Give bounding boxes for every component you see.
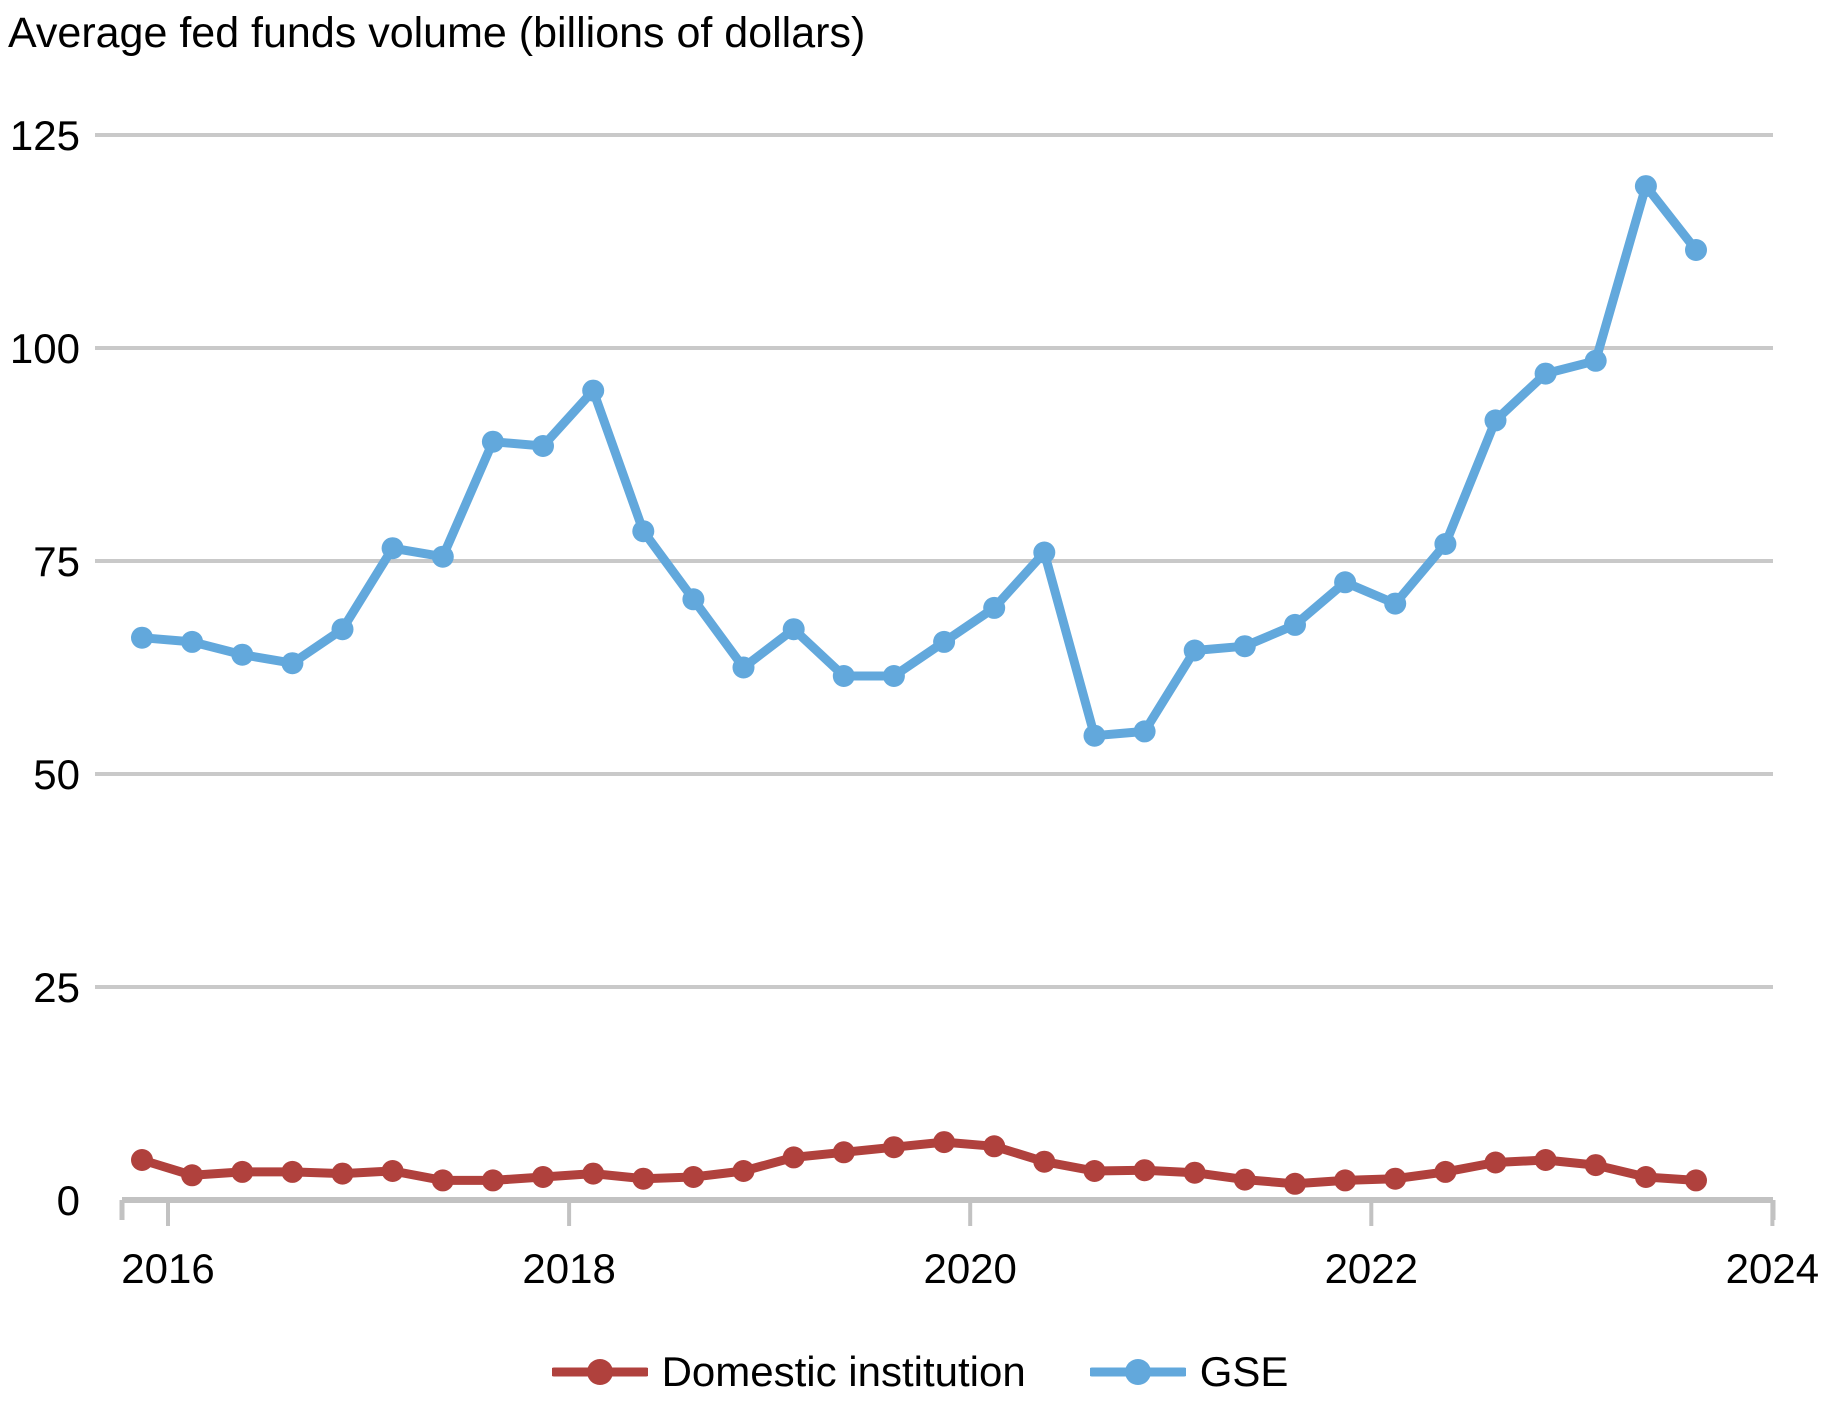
legend-item-domestic: Domestic institution xyxy=(551,1348,1026,1395)
domestic-institution-point xyxy=(832,1141,855,1164)
domestic-institution-point xyxy=(1133,1159,1156,1182)
gse-point xyxy=(1133,720,1156,743)
line-chart: Average fed funds volume (billions of do… xyxy=(8,9,1819,1292)
domestic-institution-point xyxy=(281,1160,304,1183)
domestic-institution-point xyxy=(331,1162,354,1185)
domestic-institution-point xyxy=(181,1164,204,1187)
domestic-institution-point xyxy=(1384,1167,1407,1190)
y-tick-label: 125 xyxy=(10,112,80,159)
domestic-line-marker-icon xyxy=(551,1359,648,1385)
gse-point xyxy=(131,626,153,649)
gse-point xyxy=(231,643,254,666)
gse-point xyxy=(782,618,805,641)
domestic-institution-point xyxy=(1033,1150,1056,1173)
gse-point xyxy=(882,665,905,687)
x-tick-label: 2018 xyxy=(522,1245,615,1292)
legend-label-gse: GSE xyxy=(1199,1348,1289,1395)
chart-title: Average fed funds volume (billions of do… xyxy=(8,9,865,57)
domestic-institution-point xyxy=(782,1146,805,1169)
domestic-institution-point xyxy=(1284,1172,1306,1195)
gse-point xyxy=(1033,541,1056,564)
domestic-institution-point xyxy=(933,1131,956,1154)
domestic-institution-point xyxy=(682,1166,705,1188)
gse-point xyxy=(582,379,605,402)
domestic-institution-point xyxy=(481,1169,504,1192)
gse-line-marker-icon xyxy=(1089,1359,1186,1385)
gridlines xyxy=(95,133,1773,989)
domestic-institution-point xyxy=(1233,1168,1256,1191)
y-tick-label: 0 xyxy=(57,1177,80,1224)
gse-point xyxy=(381,537,404,560)
legend-label-domestic: Domestic institution xyxy=(661,1348,1026,1395)
gse-point xyxy=(682,588,705,611)
gse-point xyxy=(1233,635,1256,658)
gse-point xyxy=(1484,409,1507,432)
gse-point xyxy=(732,656,755,679)
gse-point xyxy=(431,545,454,568)
domestic-institution-point xyxy=(1534,1149,1557,1171)
domestic-institution-point xyxy=(231,1160,254,1183)
y-tick-label: 50 xyxy=(33,751,80,798)
domestic-institution-point xyxy=(1685,1169,1707,1192)
domestic-institution-point xyxy=(1083,1160,1106,1182)
domestic-institution-point xyxy=(131,1149,153,1171)
x-axis xyxy=(119,1197,1776,1226)
x-tick-label: 2020 xyxy=(923,1245,1016,1292)
domestic-institution-point xyxy=(1183,1161,1206,1184)
y-tick-label: 100 xyxy=(10,325,80,372)
gse-point xyxy=(632,520,655,543)
domestic-institution-point xyxy=(431,1169,454,1192)
domestic-institution-point xyxy=(381,1160,404,1182)
data-series xyxy=(131,175,1707,1195)
domestic-institution-point xyxy=(1434,1160,1457,1183)
chart-legend: Domestic institution GSE xyxy=(0,1342,1840,1402)
domestic-institution-point xyxy=(983,1135,1006,1158)
gse-point xyxy=(1083,724,1106,747)
gse-point xyxy=(331,618,354,641)
gse-point xyxy=(532,435,554,457)
x-axis-labels: 2016 2018 2020 2022 2024 xyxy=(121,1245,1819,1292)
gse-point xyxy=(1534,362,1557,385)
gse-point xyxy=(1284,613,1306,636)
domestic-institution-point xyxy=(1484,1151,1507,1174)
gse-point xyxy=(1634,175,1657,198)
gse-point xyxy=(1384,592,1407,615)
y-tick-label: 75 xyxy=(33,538,80,585)
gse-line xyxy=(137,181,1701,741)
legend-item-gse: GSE xyxy=(1089,1348,1289,1395)
gse-point xyxy=(983,596,1006,619)
gse-point xyxy=(281,652,304,675)
domestic-institution-line xyxy=(137,1137,1701,1189)
x-tick-label: 2024 xyxy=(1726,1245,1819,1292)
domestic-institution-point xyxy=(882,1136,905,1159)
x-tick-label: 2022 xyxy=(1325,1245,1418,1292)
y-axis-labels: 0 25 50 75 100 125 xyxy=(10,112,80,1224)
gse-point xyxy=(1183,639,1206,662)
domestic-institution-point xyxy=(732,1160,755,1182)
series-gse xyxy=(131,175,1707,747)
series-domestic-institution xyxy=(131,1131,1707,1195)
domestic-institution-point xyxy=(1634,1166,1657,1188)
domestic-institution-point xyxy=(1334,1169,1357,1192)
gse-point xyxy=(933,630,956,653)
gse-point xyxy=(181,630,204,653)
gse-point xyxy=(1334,571,1357,594)
domestic-institution-point xyxy=(632,1167,655,1190)
gse-point xyxy=(832,665,855,687)
gse-point xyxy=(1584,349,1607,372)
gse-point xyxy=(1434,533,1457,555)
domestic-institution-point xyxy=(532,1166,554,1188)
gse-point xyxy=(481,430,504,453)
x-tick-label: 2016 xyxy=(121,1245,214,1292)
domestic-institution-point xyxy=(1584,1154,1607,1177)
gse-point xyxy=(1685,239,1707,261)
y-tick-label: 25 xyxy=(33,964,80,1011)
domestic-institution-point xyxy=(582,1162,605,1185)
